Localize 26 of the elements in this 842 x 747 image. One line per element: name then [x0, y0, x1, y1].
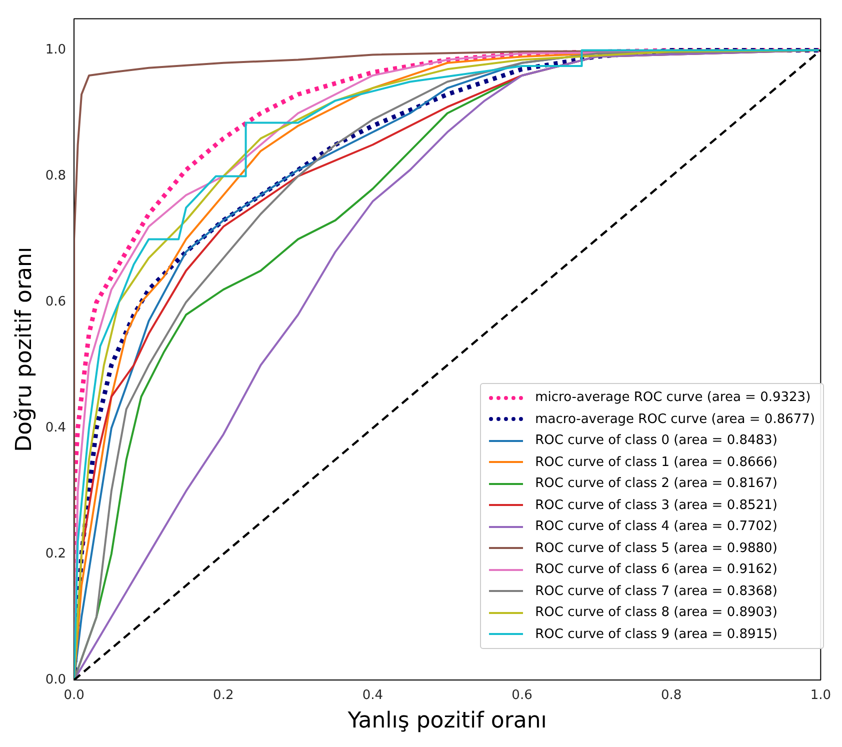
y-tick-label: 0.6	[45, 294, 66, 310]
legend-label: micro-average ROC curve (area = 0.9323)	[535, 389, 811, 407]
legend-label: ROC curve of class 3 (area = 0.8521)	[535, 496, 778, 514]
x-axis-title: Yanlış pozitif oranı	[346, 708, 547, 734]
x-tick-label: 0.2	[213, 688, 234, 704]
legend-label: ROC curve of class 7 (area = 0.8368)	[535, 582, 778, 600]
y-axis-title: Doğru pozitif oranı	[12, 246, 37, 452]
x-tick-label: 0.8	[661, 688, 682, 704]
x-tick-label: 1.0	[810, 688, 832, 704]
legend-label: ROC curve of class 8 (area = 0.8903)	[535, 604, 778, 622]
legend-label: ROC curve of class 2 (area = 0.8167)	[535, 475, 778, 493]
legend-label: ROC curve of class 5 (area = 0.9880)	[535, 540, 778, 558]
y-tick-label: 1.0	[45, 42, 66, 58]
legend-label: macro-average ROC curve (area = 0.8677)	[535, 410, 815, 428]
x-tick-label: 0.0	[64, 688, 84, 704]
legend-label: ROC curve of class 9 (area = 0.8915)	[535, 626, 778, 644]
y-tick-label: 0.0	[45, 672, 66, 688]
legend-label: ROC curve of class 0 (area = 0.8483)	[535, 432, 778, 450]
x-tick-label: 0.6	[512, 688, 532, 704]
legend-label: ROC curve of class 1 (area = 0.8666)	[535, 454, 778, 472]
y-tick-label: 0.8	[45, 168, 66, 184]
x-tick-label: 0.4	[362, 688, 384, 704]
y-tick-label: 0.4	[45, 420, 66, 436]
legend-label: ROC curve of class 4 (area = 0.7702)	[535, 518, 778, 536]
y-tick-label: 0.2	[45, 546, 66, 562]
legend-label: ROC curve of class 6 (area = 0.9162)	[535, 561, 778, 579]
